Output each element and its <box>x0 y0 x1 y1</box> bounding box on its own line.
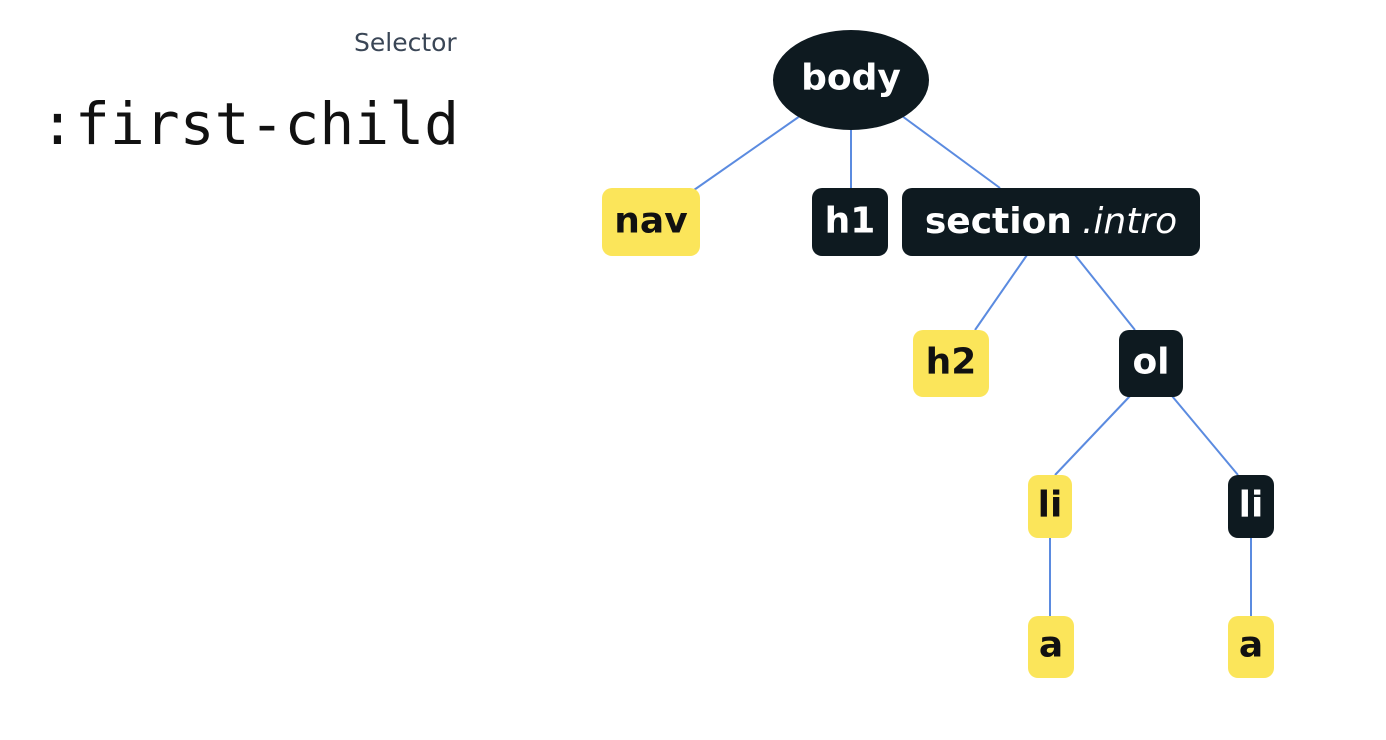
node-h2: h2 <box>913 330 989 397</box>
node-h2-label: h2 <box>926 342 977 383</box>
selector-code: :first-child <box>40 90 460 158</box>
node-li-1-label: li <box>1038 485 1063 526</box>
node-h1-label: h1 <box>825 201 876 242</box>
node-h1: h1 <box>812 188 888 256</box>
node-li-2-label: li <box>1239 485 1264 526</box>
edge-body-section <box>901 115 1001 189</box>
node-a-2-label: a <box>1239 625 1263 666</box>
edge-section-ol <box>1074 254 1136 331</box>
node-li-2: li <box>1228 475 1274 538</box>
edge-ol-li1 <box>1054 395 1131 476</box>
node-section-intro: section .intro <box>902 188 1200 256</box>
edge-ol-li2 <box>1171 395 1239 476</box>
node-a-1-label: a <box>1039 625 1063 666</box>
node-body-label: body <box>801 58 901 99</box>
node-section-label: section .intro <box>925 201 1177 242</box>
node-a-1: a <box>1028 616 1074 678</box>
node-section-class: .intro <box>1082 201 1177 242</box>
selector-caption: Selector <box>354 28 457 57</box>
node-nav: nav <box>602 188 700 256</box>
node-body: body <box>773 30 929 130</box>
edge-body-nav <box>693 115 801 191</box>
node-nav-label: nav <box>614 201 687 242</box>
node-a-2: a <box>1228 616 1274 678</box>
tree-edges <box>693 115 1252 616</box>
edge-section-h2 <box>974 254 1028 331</box>
node-li-1: li <box>1028 475 1072 538</box>
node-section-tag: section <box>925 201 1072 242</box>
node-ol: ol <box>1119 330 1183 397</box>
node-ol-label: ol <box>1132 342 1169 383</box>
